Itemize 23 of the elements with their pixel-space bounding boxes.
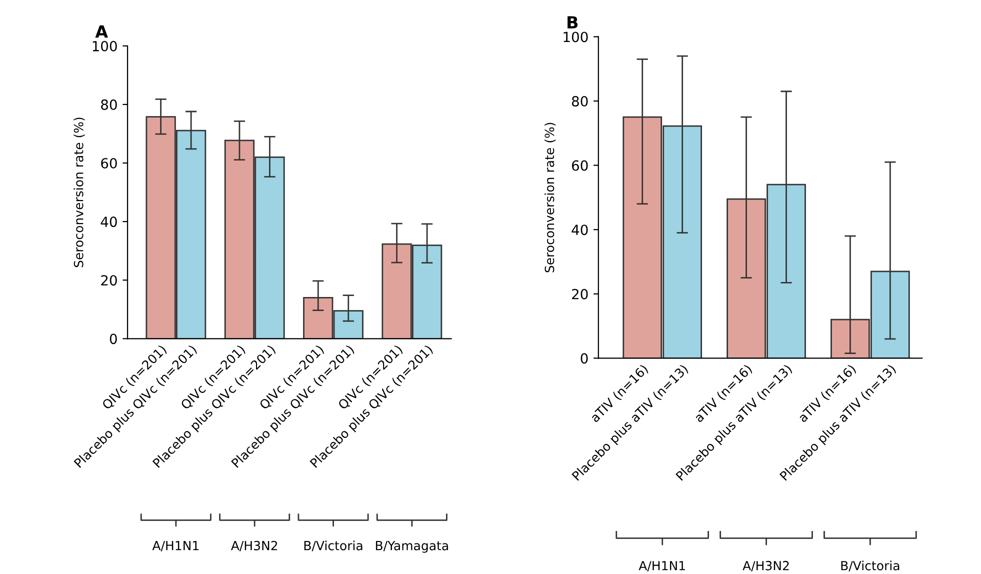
text: A/H3N2 [742,560,789,572]
chart-title: B [568,16,578,28]
y-axis-title: Seroconversion rate (%) [74,118,85,268]
text: B/Yamagata [376,541,448,553]
y-tick-label: 80 [101,99,117,110]
text: B/Victoria [841,560,900,572]
y-tick-label: 60 [572,160,588,171]
y-tick-label: 20 [101,275,117,286]
text: A/H1N1 [638,561,685,572]
y-tick-label: 100 [564,32,588,42]
text: A/H3N2 [230,540,278,552]
text: B/Victoria [304,540,362,552]
y-tick-label: 80 [572,96,588,106]
text: A/H1N1 [152,541,198,552]
chart-title: A [95,25,108,38]
y-tick-label: 0 [580,353,588,364]
y-tick-label: 40 [100,216,117,228]
y-tick-label: 60 [101,158,117,168]
y-tick-label: 20 [572,288,588,300]
y-tick-label: 40 [572,224,588,236]
y-tick-label: 100 [92,40,117,52]
y-tick-label: 0 [110,334,117,344]
y-axis-title: Seroconversion rate (%) [544,122,556,272]
